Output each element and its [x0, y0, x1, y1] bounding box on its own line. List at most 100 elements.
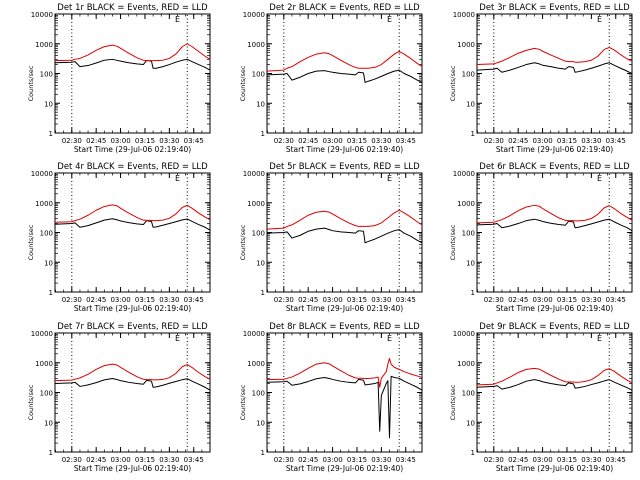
- marker-label: E: [387, 15, 392, 24]
- x-axis-label: Start Time (29-Jul-06 02:19:40): [496, 464, 613, 473]
- plot-frame: [54, 13, 211, 134]
- x-tick-label: 03:00: [110, 137, 130, 145]
- series-line-lld: [54, 363, 211, 382]
- x-tick-label: 03:45: [606, 456, 626, 464]
- series-line-events: [54, 58, 211, 71]
- y-tick-label: 10: [256, 100, 265, 108]
- series-line-lld: [266, 209, 423, 230]
- x-tick-label: 02:45: [298, 137, 318, 145]
- series-line-lld: [476, 46, 633, 66]
- x-axis-label: Start Time (29-Jul-06 02:19:40): [74, 145, 191, 154]
- x-tick-label: 03:00: [322, 296, 342, 304]
- y-tick-label: 100: [252, 230, 265, 238]
- series-line-events: [266, 227, 423, 244]
- x-tick-label: 02:30: [274, 456, 294, 464]
- y-tick-label: 1000: [35, 200, 53, 208]
- x-tick-label: 02:30: [62, 456, 82, 464]
- x-tick-label: 03:00: [110, 296, 130, 304]
- y-tick-label: 100: [40, 390, 53, 398]
- panel-det-6: Det 6r BLACK = Events, RED = LLD 1 10 100 10…: [449, 162, 633, 313]
- panel-title: Det 7r BLACK = Events, RED = LLD: [57, 322, 208, 332]
- x-tick-label: 03:30: [371, 456, 391, 464]
- x-tick-label: 03:45: [184, 456, 204, 464]
- marker-label: E: [387, 174, 392, 183]
- x-tick-label: 03:30: [371, 296, 391, 304]
- plot-frame: [54, 172, 211, 293]
- y-tick-label: 1: [471, 130, 475, 138]
- x-tick-label: 03:15: [347, 296, 367, 304]
- x-tick-label: 03:45: [606, 137, 626, 145]
- x-axis-label: Start Time (29-Jul-06 02:19:40): [74, 304, 191, 313]
- y-tick-label: 1: [49, 449, 53, 457]
- panel-det-8: Det 8r BLACK = Events, RED = LLD 1 10 100 10…: [239, 322, 423, 473]
- x-tick-label: 03:15: [135, 456, 155, 464]
- y-axis-label: Counts/sec: [27, 224, 35, 260]
- panel-det-3: Det 3r BLACK = Events, RED = LLD 1 10 100 10…: [449, 3, 633, 154]
- y-tick-label: 1: [261, 289, 265, 297]
- y-tick-label: 10000: [453, 170, 475, 178]
- series-line-events: [476, 379, 633, 391]
- x-tick-label: 03:15: [557, 456, 577, 464]
- y-tick-label: 1: [471, 289, 475, 297]
- plot-frame: [476, 332, 633, 453]
- y-tick-label: 10000: [453, 330, 475, 338]
- panel-title: Det 8r BLACK = Events, RED = LLD: [269, 322, 420, 332]
- y-axis-label: Counts/sec: [239, 224, 247, 260]
- y-axis-label: Counts/sec: [239, 384, 247, 420]
- x-tick-label: 02:30: [484, 137, 504, 145]
- panel-det-9: Det 9r BLACK = Events, RED = LLD 1 10 100 10…: [449, 322, 633, 473]
- panel-title: Det 6r BLACK = Events, RED = LLD: [479, 162, 630, 172]
- panel-title: Det 5r BLACK = Events, RED = LLD: [269, 162, 420, 172]
- marker-label: E: [175, 15, 180, 24]
- x-tick-label: 03:30: [159, 456, 179, 464]
- x-tick-label: 03:45: [184, 137, 204, 145]
- x-tick-label: 02:30: [484, 456, 504, 464]
- x-tick-label: 03:15: [557, 137, 577, 145]
- y-tick-label: 10: [466, 100, 475, 108]
- x-tick-label: 03:00: [110, 456, 130, 464]
- marker-label: E: [597, 334, 602, 343]
- y-axis-label: Counts/sec: [449, 384, 457, 420]
- x-tick-label: 03:00: [532, 137, 552, 145]
- plot-frame: [476, 13, 633, 134]
- y-tick-label: 100: [252, 71, 265, 79]
- series-line-lld: [54, 43, 211, 62]
- x-axis-label: Start Time (29-Jul-06 02:19:40): [286, 304, 403, 313]
- series-line-events: [266, 375, 423, 439]
- x-tick-label: 03:00: [532, 456, 552, 464]
- y-tick-label: 10000: [243, 170, 265, 178]
- y-tick-label: 1000: [247, 360, 265, 368]
- y-tick-label: 100: [40, 71, 53, 79]
- y-tick-label: 1000: [247, 41, 265, 49]
- x-tick-label: 03:30: [581, 456, 601, 464]
- panel-title: Det 9r BLACK = Events, RED = LLD: [479, 322, 630, 332]
- y-tick-label: 10: [44, 419, 53, 427]
- y-axis-label: Counts/sec: [27, 384, 35, 420]
- y-axis-label: Counts/sec: [449, 65, 457, 101]
- panel-title: Det 2r BLACK = Events, RED = LLD: [269, 3, 420, 13]
- y-tick-label: 1000: [35, 360, 53, 368]
- series-line-lld: [476, 204, 633, 224]
- y-tick-label: 10000: [243, 330, 265, 338]
- y-tick-label: 100: [462, 390, 475, 398]
- marker-label: E: [387, 334, 392, 343]
- marker-label: E: [175, 174, 180, 183]
- y-tick-label: 1000: [457, 41, 475, 49]
- x-tick-label: 02:45: [86, 296, 106, 304]
- x-tick-label: 03:00: [532, 296, 552, 304]
- x-tick-label: 03:15: [135, 137, 155, 145]
- x-tick-label: 03:00: [322, 456, 342, 464]
- y-tick-label: 10000: [243, 11, 265, 19]
- y-tick-label: 10000: [31, 330, 53, 338]
- x-tick-label: 02:45: [86, 137, 106, 145]
- marker-label: E: [175, 334, 180, 343]
- panel-det-5: Det 5r BLACK = Events, RED = LLD 1 10 100 10…: [239, 162, 423, 313]
- panel-title: Det 4r BLACK = Events, RED = LLD: [57, 162, 208, 172]
- x-axis-label: Start Time (29-Jul-06 02:19:40): [74, 464, 191, 473]
- x-tick-label: 03:15: [347, 137, 367, 145]
- y-tick-label: 1: [261, 130, 265, 138]
- y-tick-label: 1000: [457, 200, 475, 208]
- x-tick-label: 03:30: [159, 137, 179, 145]
- y-axis-label: Counts/sec: [27, 65, 35, 101]
